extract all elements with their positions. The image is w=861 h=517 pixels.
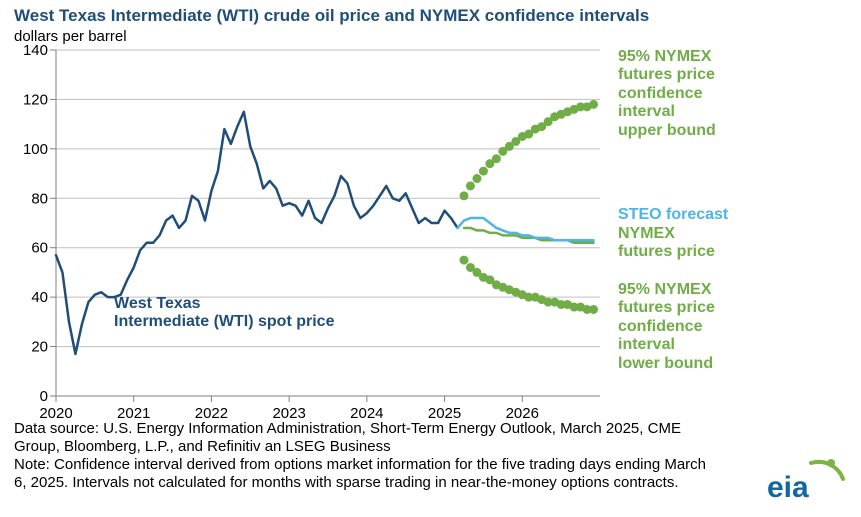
data-source-text: Data source: U.S. Energy Information Adm… [14,420,714,456]
svg-text:140: 140 [23,42,48,59]
annotation-upper-bound: 95% NYMEXfutures priceconfidenceinterval… [618,48,716,140]
note-text: Note: Confidence interval derived from o… [14,456,714,492]
svg-text:0: 0 [40,388,48,405]
chart-container: West Texas Intermediate (WTI) crude oil … [0,0,861,517]
annotation-steo-forecast: STEO forecast [618,206,728,224]
svg-text:120: 120 [23,91,48,108]
eia-logo: eia [767,457,847,503]
annotation-nymex-futures: NYMEXfutures price [618,225,715,262]
svg-text:20: 20 [31,339,48,356]
svg-text:eia: eia [767,471,809,503]
footnotes: Data source: U.S. Energy Information Adm… [14,420,714,492]
svg-text:40: 40 [31,289,48,306]
svg-text:80: 80 [31,190,48,207]
annotation-wti-spot: West TexasIntermediate (WTI) spot price [114,295,334,332]
annotation-lower-bound: 95% NYMEXfutures priceconfidenceinterval… [618,281,715,373]
svg-text:100: 100 [23,141,48,158]
svg-text:60: 60 [31,240,48,257]
